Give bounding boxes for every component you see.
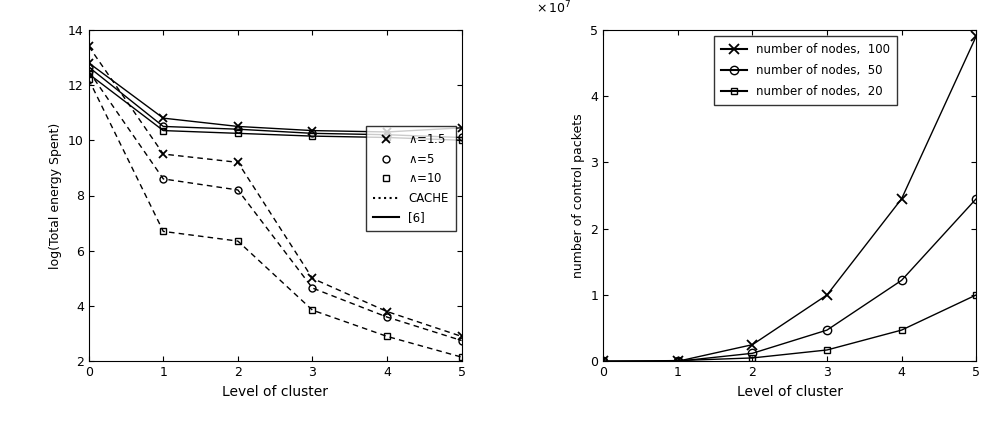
X-axis label: Level of cluster: Level of cluster	[222, 385, 328, 399]
Legend: $\wedge$=1.5, $\wedge$=5, $\wedge$=10, CACHE, [6]: $\wedge$=1.5, $\wedge$=5, $\wedge$=10, C…	[366, 126, 456, 232]
X-axis label: Level of cluster: Level of cluster	[737, 385, 843, 399]
Y-axis label: log(Total energy Spent): log(Total energy Spent)	[49, 122, 62, 269]
Text: $\times\,10^7$: $\times\,10^7$	[536, 0, 572, 17]
Legend: number of nodes,  100, number of nodes,  50, number of nodes,  20: number of nodes, 100, number of nodes, 5…	[714, 36, 897, 105]
Y-axis label: number of control packets: number of control packets	[572, 113, 585, 278]
